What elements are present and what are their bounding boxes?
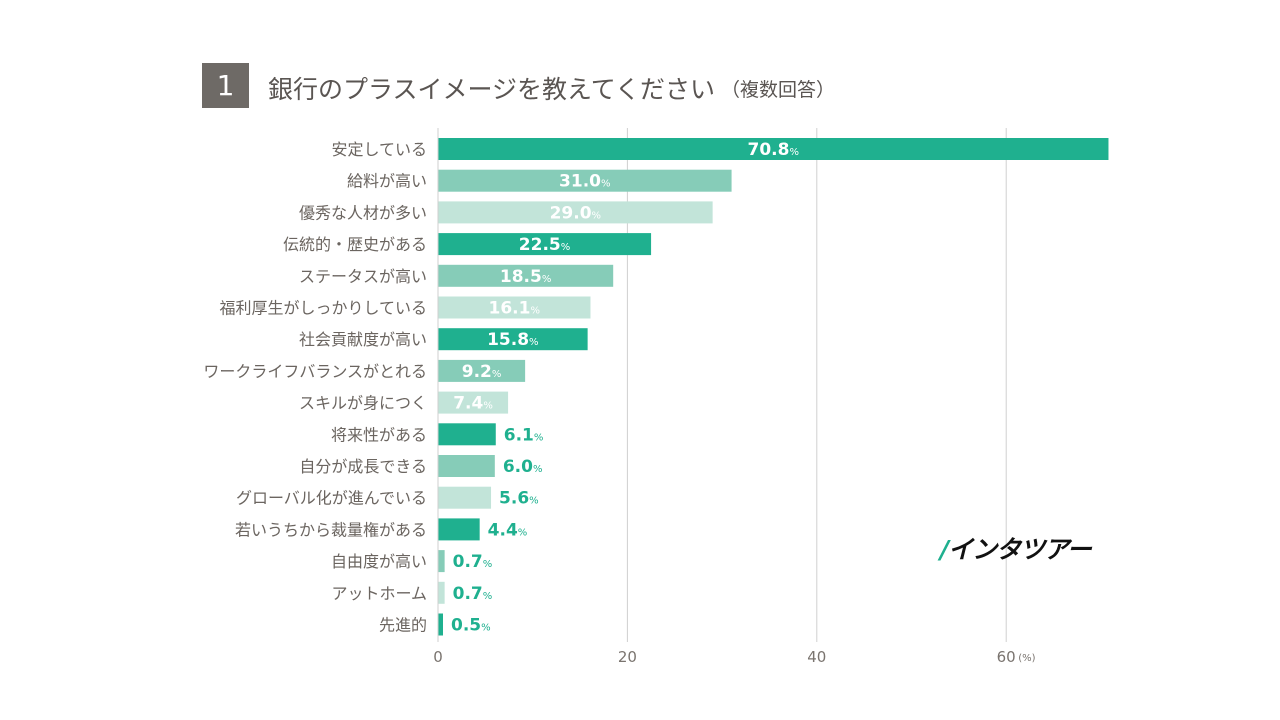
logo-mark-icon: / xyxy=(940,535,949,564)
x-unit-label: (%) xyxy=(1018,653,1035,664)
bar xyxy=(438,423,496,446)
category-label: ワークライフバランスがとれる xyxy=(203,362,427,381)
x-tick-label: 0 xyxy=(433,648,443,666)
category-label: 優秀な人材が多い xyxy=(299,203,427,222)
bar xyxy=(438,233,652,256)
value-label: 6.0% xyxy=(503,457,543,477)
bar xyxy=(438,455,495,477)
bar xyxy=(438,518,480,541)
category-label: 自由度が高い xyxy=(331,552,427,571)
value-label: 31.0% xyxy=(559,172,610,192)
value-label: 70.8% xyxy=(748,140,799,160)
x-tick-label: 40 xyxy=(807,648,826,666)
value-label: 9.2% xyxy=(462,362,502,382)
title-subtitle: （複数回答） xyxy=(721,78,836,101)
bar xyxy=(438,264,614,287)
question-number: 1 xyxy=(216,69,235,102)
value-label: 15.8% xyxy=(487,330,538,350)
bar xyxy=(438,550,445,573)
category-label: グローバル化が進んでいる xyxy=(236,489,427,508)
x-tick-label: 60 xyxy=(997,648,1016,666)
category-label: アットホーム xyxy=(331,584,427,603)
value-label: 6.1% xyxy=(504,425,544,445)
value-label: 29.0% xyxy=(550,203,601,223)
category-label: 自分が成長できる xyxy=(299,457,427,476)
category-label: 先進的 xyxy=(379,616,427,635)
value-label: 0.7% xyxy=(453,552,493,572)
brand-logo: /インタツアー xyxy=(940,530,1092,564)
bar xyxy=(438,169,732,192)
question-number-badge: 1 xyxy=(202,63,249,108)
category-label: 伝統的・歴史がある xyxy=(283,235,427,254)
value-label: 5.6% xyxy=(499,489,539,509)
bar xyxy=(438,138,1109,160)
x-tick-label: 20 xyxy=(618,648,637,666)
category-label: 若いうちから裁量権がある xyxy=(235,520,427,539)
bar xyxy=(438,613,443,636)
bar xyxy=(438,201,713,224)
bar xyxy=(438,296,591,319)
category-label: スキルが身につく xyxy=(299,394,427,413)
title-text: 銀行のプラスイメージを教えてください xyxy=(268,75,716,104)
value-label: 4.4% xyxy=(488,520,528,540)
category-label: 将来性がある xyxy=(331,425,427,444)
category-label: 給料が高い xyxy=(347,172,427,191)
value-label: 0.5% xyxy=(451,616,491,636)
category-label: 福利厚生がしっかりしている xyxy=(219,299,427,318)
bar xyxy=(438,328,588,351)
bar xyxy=(438,486,492,509)
logo-text: インタツアー xyxy=(948,535,1092,564)
value-label: 16.1% xyxy=(488,299,539,319)
bar xyxy=(438,359,526,382)
value-label: 18.5% xyxy=(500,267,551,287)
value-label: 22.5% xyxy=(519,235,570,255)
chart-title: 銀行のプラスイメージを教えてください （複数回答） xyxy=(268,68,835,108)
category-label: ステータスが高い xyxy=(299,267,427,286)
bar xyxy=(438,581,445,604)
category-label: 社会貢献度が高い xyxy=(299,330,427,349)
value-label: 7.4% xyxy=(453,394,493,414)
bar xyxy=(438,391,509,414)
category-label: 安定している xyxy=(331,140,427,159)
value-label: 0.7% xyxy=(453,584,493,604)
